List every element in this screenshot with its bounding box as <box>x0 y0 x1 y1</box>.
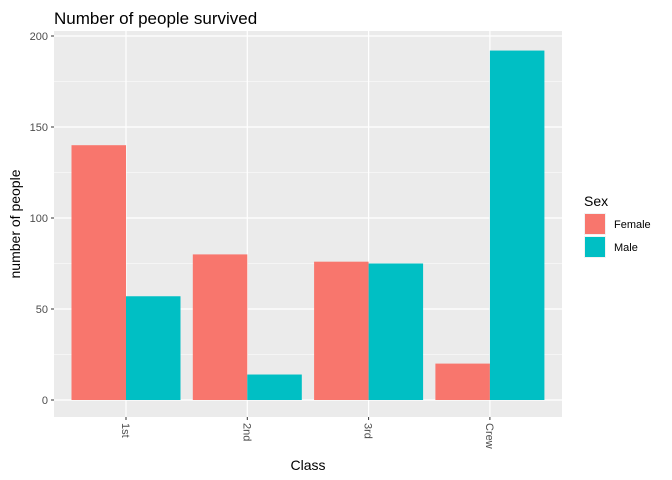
bars <box>71 50 545 401</box>
x-tick-label: 1st <box>119 423 131 438</box>
x-tick-label: 2nd <box>240 423 252 441</box>
y-tick-label: 150 <box>30 122 48 134</box>
legend-swatch-female <box>585 214 605 234</box>
bar-female-3rd <box>314 261 369 400</box>
legend: Sex Female Male <box>584 193 651 258</box>
y-tick-label: 100 <box>30 213 48 225</box>
legend-title: Sex <box>584 193 608 209</box>
x-tick-label: 3rd <box>362 423 374 439</box>
x-axis-ticks: 1st 2nd 3rd Crew <box>119 417 495 449</box>
legend-swatch-male <box>585 237 605 257</box>
bar-male-1st <box>126 296 181 400</box>
bar-male-3rd <box>368 263 424 400</box>
x-tick-label: Crew <box>483 423 495 449</box>
y-tick-label: 200 <box>30 31 48 43</box>
bar-female-crew <box>435 363 490 400</box>
x-axis-title: Class <box>290 457 325 473</box>
bar-female-2nd <box>192 254 248 400</box>
y-tick-label: 0 <box>42 395 48 407</box>
legend-label-female: Female <box>614 219 651 231</box>
y-tick-label: 50 <box>36 304 48 316</box>
chart-title: Number of people survived <box>54 9 257 28</box>
bar-male-2nd <box>247 374 302 400</box>
y-axis-ticks: 0 50 100 150 200 <box>30 31 54 407</box>
legend-items: Female Male <box>584 213 651 258</box>
bar-male-crew <box>489 50 545 401</box>
bar-female-1st <box>71 145 126 400</box>
y-axis-title: number of people <box>7 169 23 278</box>
legend-label-male: Male <box>614 242 638 254</box>
